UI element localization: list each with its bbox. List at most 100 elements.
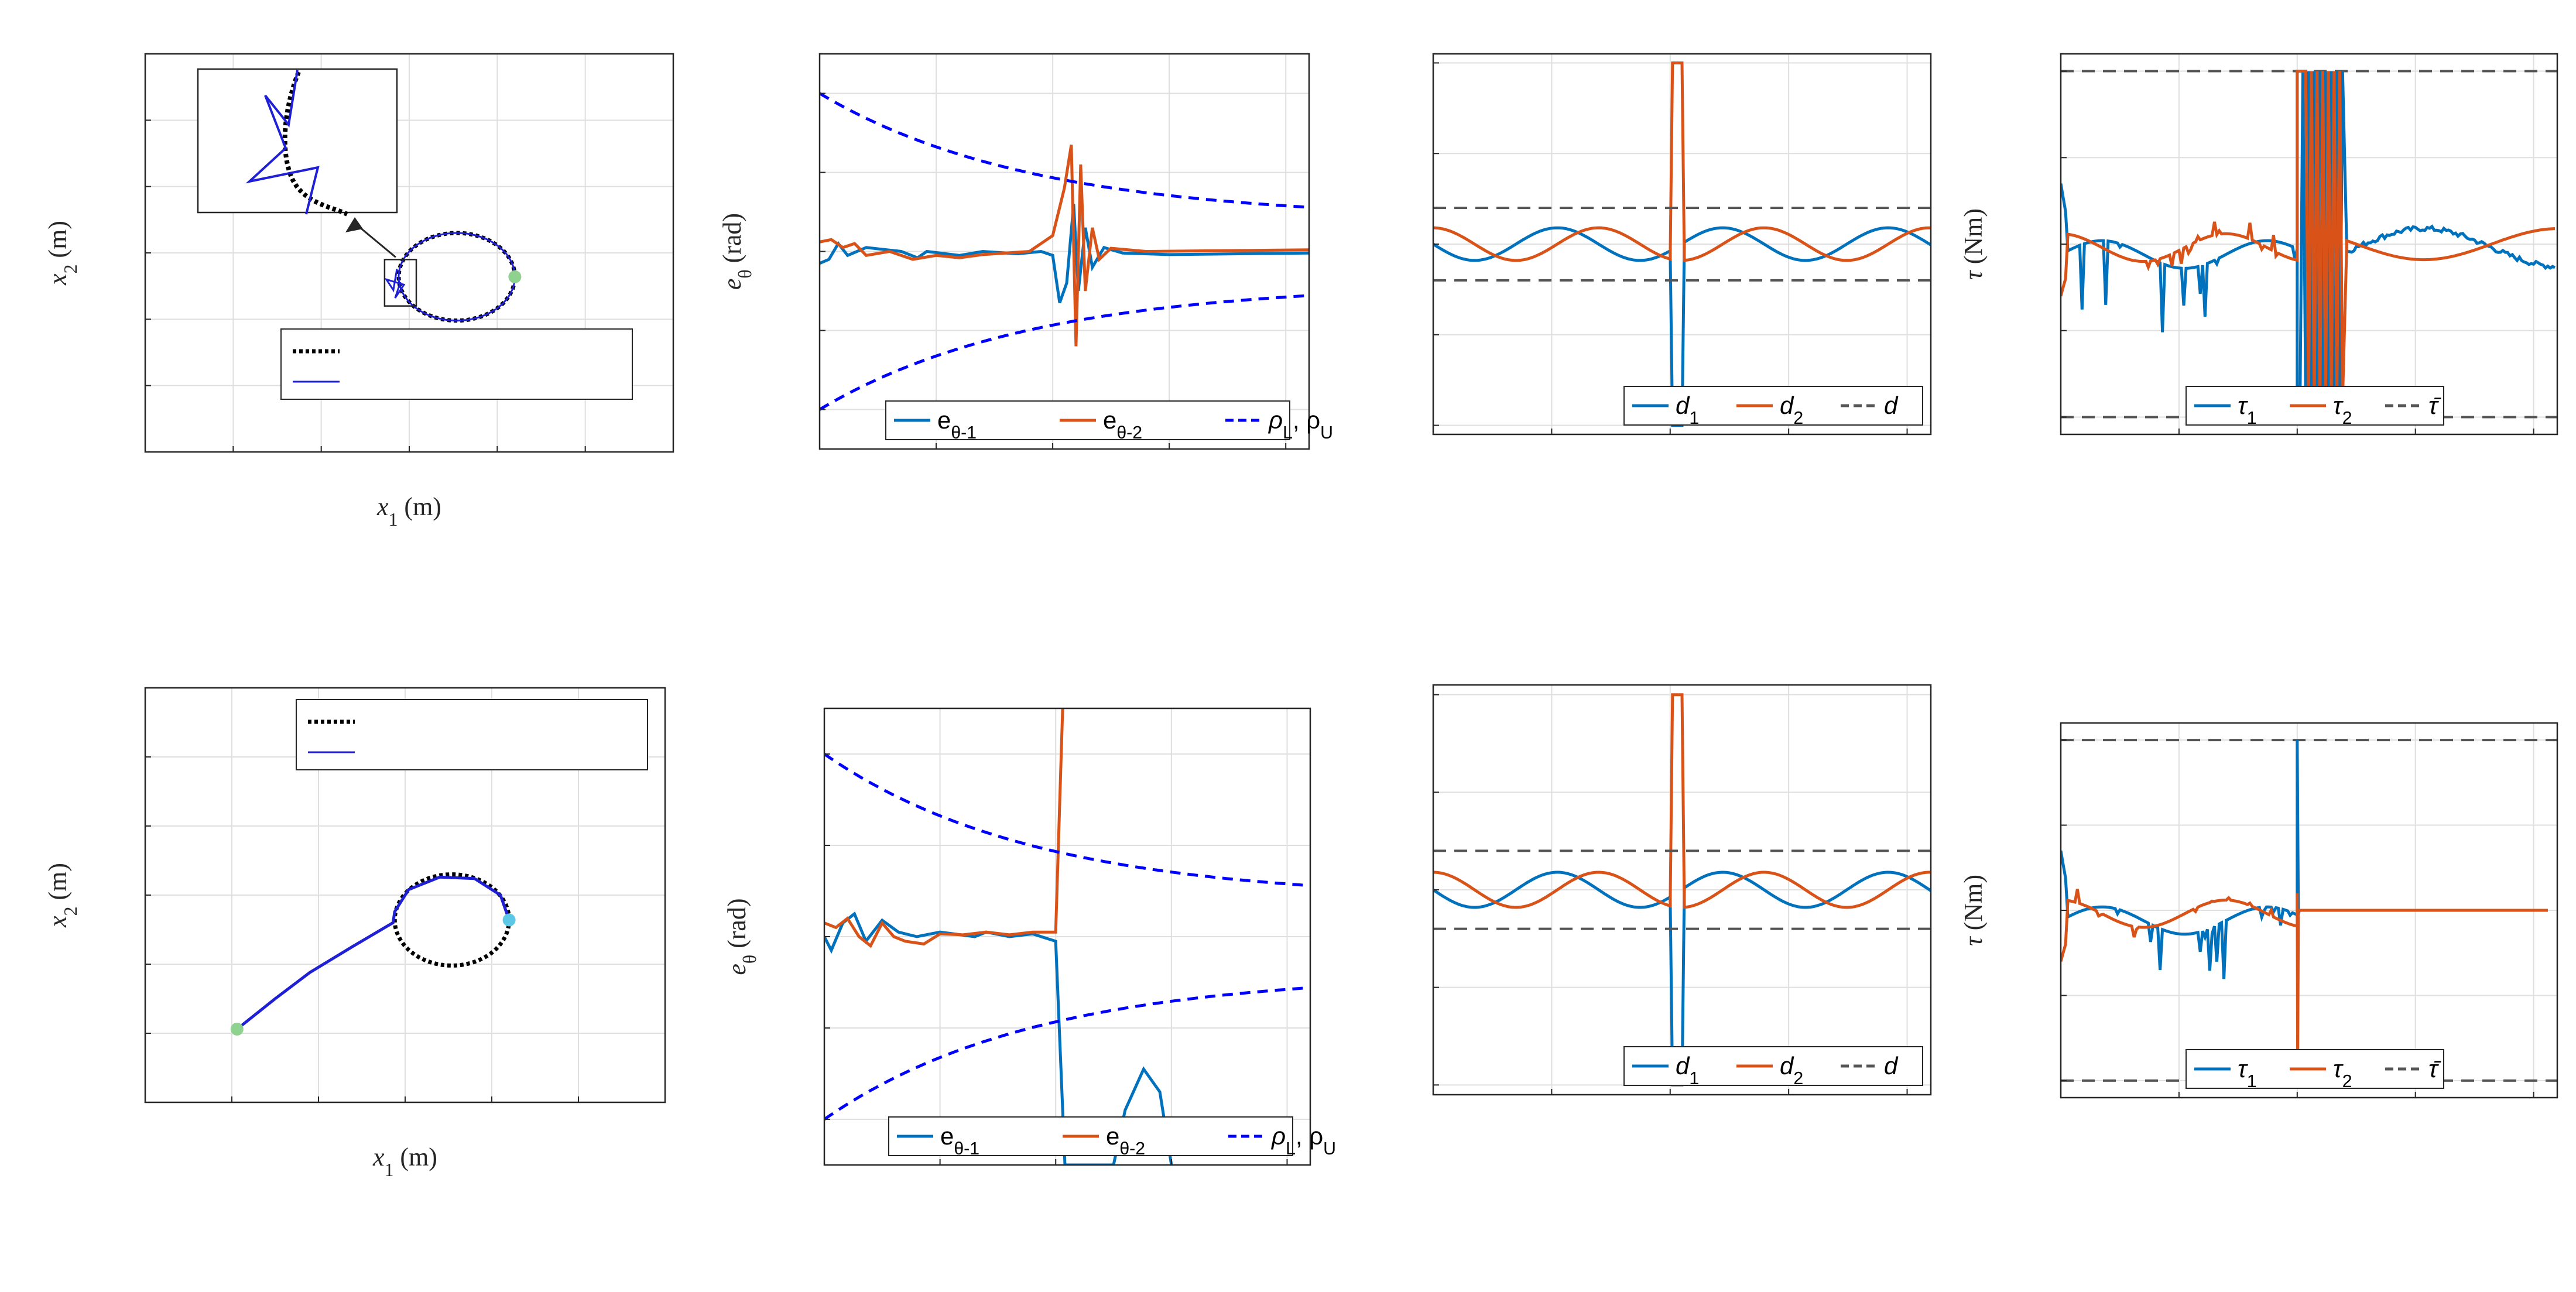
trajectory-glitch-line [384,268,406,299]
y-axis-label-part: (m) [43,863,72,907]
legend-label-part: d [1676,392,1690,419]
y-axis-label-part: 2 [60,265,81,274]
legend-label: τ2 [2333,1055,2352,1091]
series-tau2-line [2061,70,2556,400]
legend-label-part: θ-2 [1119,1139,1145,1159]
x-axis-label-part: (m) [398,492,441,521]
axes-box [823,707,1311,1166]
legend-label: d1 [1676,1052,1699,1088]
inset-desired-line [282,71,348,217]
legend-label: eθ-2 [1103,406,1142,443]
legend-label-part: U [1320,423,1333,443]
chart-f: eθ (rad)eθ-1 eθ-2 ρL, ρU [722,707,1336,1166]
y-axis-label-part: e [718,279,746,290]
x-axis-label: x1 (m) [372,1143,437,1180]
chart-h: τ (Nm)τ1 τ2 τ̄ [1959,722,2558,1099]
y-axis-label-part: (rad) [722,898,751,955]
legend-label-part: d [1884,1052,1899,1079]
legend-label-part: 2 [2342,1072,2352,1091]
legend-label-part: ρ [1268,406,1283,434]
legend-label-part: e [1106,1122,1119,1150]
chart-c: d1 d2 d [1432,53,1932,436]
rho-lower-line [824,986,1310,1121]
y-axis-label: x2 (m) [43,221,81,286]
legend-label-part: e [940,1122,954,1150]
chart-g: d1 d2 d [1432,684,1932,1096]
legend-label: τ1 [2238,392,2257,428]
legend-label-part: d [1780,1052,1794,1079]
series-End-effector trajectory-line [236,875,511,1030]
series-d-2-line [1433,693,1931,909]
zoom-inset [197,68,417,307]
y-axis-label-part: (m) [43,221,72,265]
legend-label: ρL, ρU [1268,406,1333,443]
y-axis-label: τ (Nm) [1959,875,1988,946]
legend-label-part: θ-1 [954,1139,979,1159]
chart-b: eθ (rad)eθ-1 eθ-2 ρL, ρU [718,53,1333,450]
legend: τ1 τ2 τ̄ [2186,386,2444,428]
legend-label-part: d [1676,1052,1690,1079]
series-d-2-line [1433,61,1931,262]
x-axis-label-part: x [372,1143,385,1171]
axes-box [1432,53,1932,436]
legend: τ1 τ2 τ̄ [2186,1049,2444,1091]
series-e-θ-2-line [824,708,1064,948]
legend-label-part: θ-1 [951,423,977,443]
legend-label-part: 1 [2247,1072,2257,1091]
legend-label: d2 [1780,392,1803,428]
legend-label-part: U [1323,1139,1336,1159]
trajectory-marker [230,1022,244,1036]
x-axis-label-part: x [376,492,389,521]
legend-label-part: τ [2238,1055,2248,1082]
legend-label: d1 [1676,392,1699,428]
y-axis-label-part: 2 [60,907,81,916]
plot-area-h [2061,723,2557,1098]
chart-d: τ (Nm) τ1 τ2 τ̄ [1959,53,2558,436]
y-axis-label: eθ (rad) [718,213,755,290]
legend-label-part: e [1103,406,1116,434]
x-axis-label-part: (m) [393,1143,437,1171]
plot-area-g [1433,685,1931,1095]
rho-upper-line [820,92,1309,209]
zoom-arrow-line [355,223,396,258]
y-axis-label-part: θ [735,269,755,278]
legend-box [280,328,633,400]
legend: eθ-1 eθ-2 ρL, ρU [888,1116,1336,1159]
series-e-θ-2-line [820,144,1309,347]
trajectory-marker [502,913,516,927]
legend-label: d2 [1780,1052,1803,1088]
plot-area-d [2061,54,2557,434]
legend [280,328,633,400]
rho-lower-line [820,294,1309,411]
x-axis-label-part: 1 [389,509,398,530]
legend-label: eθ-1 [937,406,977,443]
axes-box [2060,722,2558,1099]
legend-box [296,699,648,770]
rho-upper-line [824,752,1310,887]
legend-label-part: , ρ [1293,406,1320,434]
series-tau1-line [2061,740,2548,979]
legend: d1 d2 d [1623,386,1923,428]
legend-label-part: 1 [2247,409,2257,428]
y-axis-label-part: (rad) [718,213,746,270]
legend-label-part: 2 [1793,1069,1803,1088]
legend-label-part: ρ [1270,1122,1286,1150]
series-tau1-line [2061,71,2556,402]
legend [296,699,648,770]
axes-box [144,53,674,453]
legend-label-part: e [937,406,951,434]
legend-label-part: L [1286,1139,1296,1159]
y-axis-label: x2 (m) [43,863,81,928]
legend-label: ρL, ρU [1270,1122,1336,1159]
legend-label: d [1884,392,1899,419]
y-axis-label: τ (Nm) [1959,208,1988,280]
chart-e: x1 (m)x2 (m) [43,687,666,1180]
zoom-arrow-head [345,217,363,232]
axes-box [144,687,666,1103]
end-effector-trajectory-line [398,232,516,322]
legend-label-part: d [1884,392,1899,419]
x-axis-label-part: 1 [385,1160,394,1180]
legend-label-part: τ [2238,392,2248,419]
trajectory-marker [508,270,522,283]
axes-box [818,53,1310,450]
